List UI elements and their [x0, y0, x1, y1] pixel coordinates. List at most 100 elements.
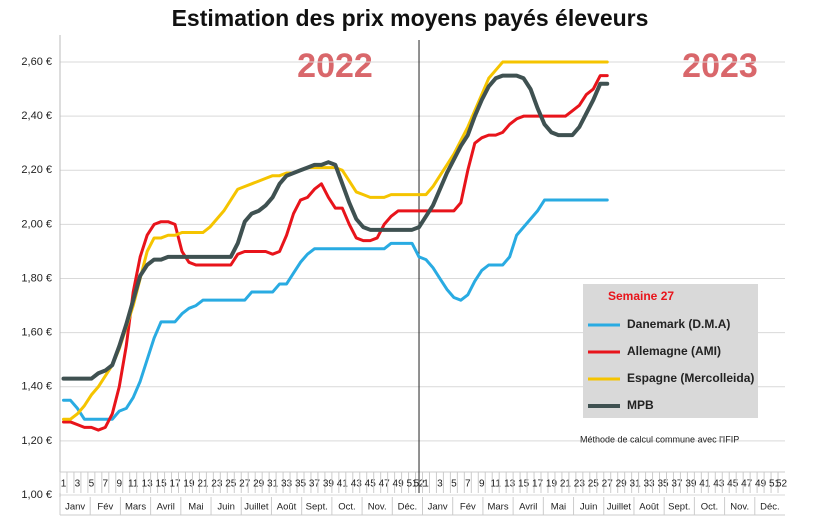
month-label: Mars — [125, 502, 146, 513]
y-tick-label: 1,60 € — [21, 327, 52, 339]
x-tick-label: 17 — [169, 479, 181, 490]
y-tick-label: 1,40 € — [21, 381, 52, 393]
x-tick-label: 37 — [309, 479, 321, 490]
x-tick-label: 52 — [776, 479, 788, 490]
year-annotation: 2022 — [297, 47, 373, 85]
x-tick-label: 21 — [560, 479, 572, 490]
month-label: Fév — [97, 502, 113, 513]
month-label: Août — [639, 502, 659, 513]
plot-area: 1,00 € 1,20 € 1,40 € 1,60 € 1,80 € 2,00 € 2,20… — [21, 35, 788, 516]
x-tick-label: 47 — [741, 479, 753, 490]
x-tick-label: 19 — [546, 479, 558, 490]
x-tick-label: 19 — [183, 479, 195, 490]
month-label: Juin — [217, 502, 234, 513]
month-label: Juillet — [607, 502, 632, 513]
x-tick-label: 37 — [671, 479, 683, 490]
month-label: Déc. — [760, 502, 780, 513]
x-tick-label: 43 — [351, 479, 363, 490]
month-label: Sept. — [306, 502, 328, 513]
x-tick-label: 15 — [518, 479, 530, 490]
x-tick-label: 9 — [479, 479, 485, 490]
x-tick-label: 27 — [239, 479, 251, 490]
y-tick-label: 2,60 € — [21, 56, 52, 68]
x-tick-label: 29 — [253, 479, 265, 490]
y-tick-label: 1,80 € — [21, 272, 52, 284]
month-label: Janv — [65, 502, 85, 513]
x-tick-label: 47 — [379, 479, 391, 490]
series-line — [61, 74, 609, 432]
x-tick-label: 35 — [295, 479, 307, 490]
x-tick-label: 13 — [142, 479, 154, 490]
month-label: Mai — [188, 502, 203, 513]
month-label: Janv — [428, 502, 448, 513]
x-tick-label: 43 — [713, 479, 725, 490]
legend-label: MPB — [627, 398, 654, 412]
x-tick-label: 15 — [156, 479, 168, 490]
x-tick-label: 3 — [437, 479, 443, 490]
x-tick-label: 7 — [103, 479, 109, 490]
legend: Danemark (D.M.A) Allemagne (AMI) Espagne (… — [588, 317, 754, 412]
month-label: Oct. — [338, 502, 355, 513]
series-line — [61, 198, 609, 421]
x-tick-label: 25 — [225, 479, 237, 490]
y-tick-label: 2,00 € — [21, 218, 52, 230]
month-label: Juin — [580, 502, 597, 513]
x-tick-label: 1 — [423, 479, 429, 490]
y-tick-label: 1,00 € — [21, 489, 52, 501]
year-annotation: 2023 — [682, 47, 758, 85]
series-line — [61, 73, 610, 381]
x-tick-label: 23 — [211, 479, 223, 490]
x-tick-label: 1 — [61, 479, 67, 490]
month-label: Mai — [551, 502, 566, 513]
x-tick-label: 11 — [128, 479, 139, 490]
x-tick-label: 51 — [406, 479, 418, 490]
x-tick-label: 49 — [755, 479, 767, 490]
x-tick-label: 41 — [337, 479, 349, 490]
x-tick-label: 49 — [393, 479, 405, 490]
x-tick-label: 7 — [465, 479, 471, 490]
x-tick-label: 27 — [602, 479, 614, 490]
note: Méthode de calcul commune avec l'IFIP — [580, 434, 739, 444]
legend-label: Danemark (D.M.A) — [627, 317, 730, 331]
month-label: Mars — [487, 502, 508, 513]
x-tick-label: 3 — [75, 479, 81, 490]
x-tick-label: 17 — [532, 479, 544, 490]
x-tick-label: 45 — [727, 479, 739, 490]
x-tick-label: 33 — [644, 479, 656, 490]
x-tick-label: 23 — [574, 479, 586, 490]
month-label: Sept. — [668, 502, 690, 513]
x-tick-label: 5 — [89, 479, 95, 490]
x-tick-label: 11 — [491, 479, 502, 490]
month-label: Avril — [157, 502, 175, 513]
x-tick-label: 51 — [769, 479, 781, 490]
month-label: Avril — [519, 502, 537, 513]
legend-title: Semaine 27 — [608, 289, 674, 303]
x-tick-label: 39 — [323, 479, 335, 490]
month-label: Oct. — [701, 502, 718, 513]
y-tick-label: 2,20 € — [21, 164, 52, 176]
legend-label: Espagne (Mercolleida) — [627, 371, 754, 385]
month-label: Fév — [460, 502, 476, 513]
x-tick-label: 13 — [504, 479, 516, 490]
x-tick-label: 9 — [116, 479, 122, 490]
x-tick-label: 35 — [657, 479, 669, 490]
month-label: Juillet — [244, 502, 269, 513]
x-tick-label: 25 — [588, 479, 600, 490]
month-label: Déc. — [398, 502, 418, 513]
y-tick-label: 2,40 € — [21, 110, 52, 122]
month-label: Août — [277, 502, 297, 513]
x-tick-label: 5 — [451, 479, 457, 490]
x-tick-label: 31 — [630, 479, 642, 490]
month-label: Nov. — [368, 502, 387, 513]
month-label: Nov. — [730, 502, 749, 513]
legend-label: Allemagne (AMI) — [627, 344, 721, 358]
x-tick-label: 21 — [197, 479, 209, 490]
x-tick-label: 45 — [365, 479, 377, 490]
x-tick-label: 39 — [685, 479, 697, 490]
x-tick-label: 41 — [699, 479, 711, 490]
x-tick-label: 31 — [267, 479, 279, 490]
x-tick-label: 29 — [616, 479, 628, 490]
x-tick-label: 33 — [281, 479, 293, 490]
